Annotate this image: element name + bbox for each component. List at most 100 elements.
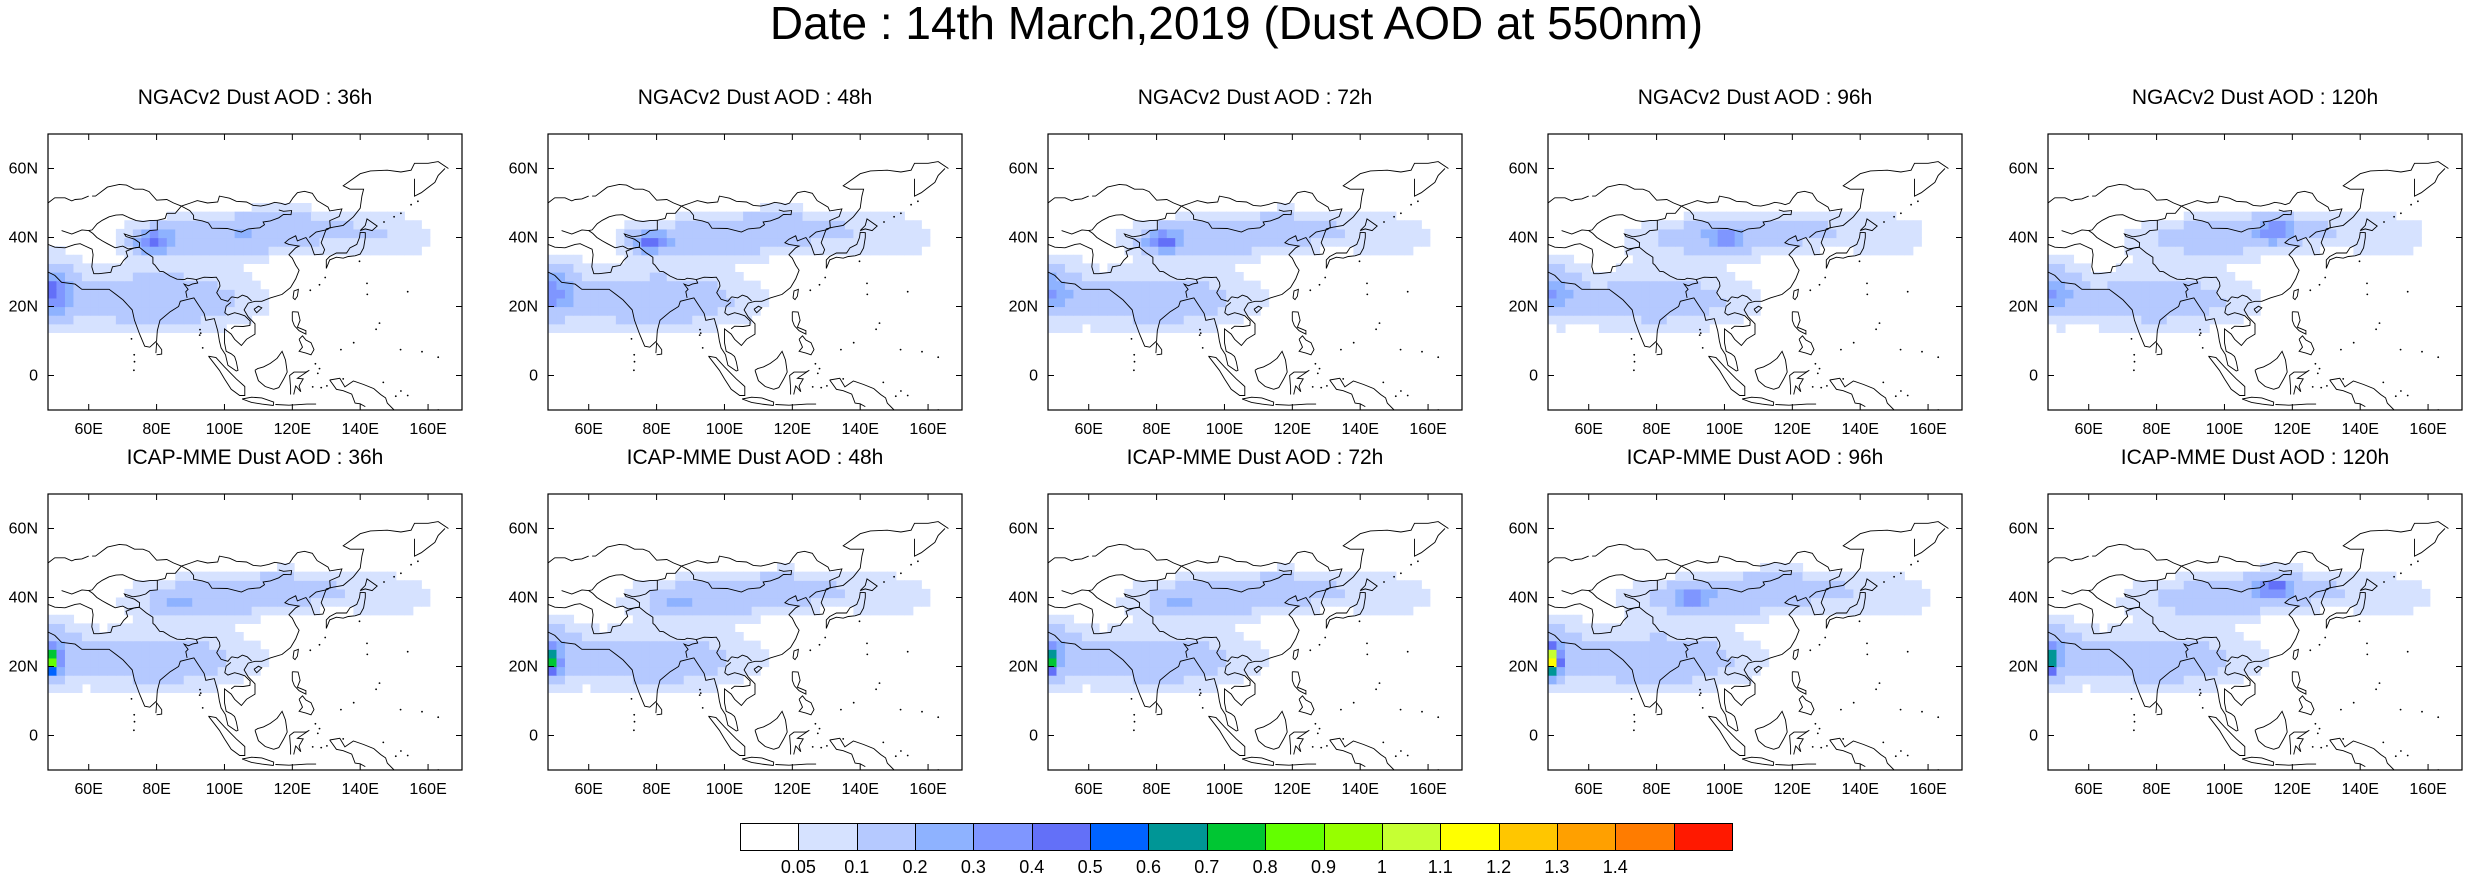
aod-cell <box>709 657 719 668</box>
aod-cell <box>1734 228 1744 239</box>
aod-cell <box>1217 297 1227 308</box>
aod-cell <box>344 211 355 221</box>
aod-cell <box>1064 315 1075 325</box>
aod-cell <box>1768 563 1778 573</box>
aod-cell <box>183 289 193 299</box>
aod-cell <box>2158 640 2168 650</box>
aod-cell <box>1234 597 1244 607</box>
aod-cell <box>1302 606 1312 616</box>
aod-cell <box>1658 666 1668 676</box>
aod-cell <box>726 306 736 316</box>
aod-cell <box>260 606 270 616</box>
aod-cell <box>1768 580 1778 590</box>
aod-cell <box>1904 228 1914 239</box>
aod-cell <box>1124 683 1134 693</box>
aod-cell <box>1149 237 1159 247</box>
aod-cell <box>1378 228 1388 239</box>
aod-cell <box>802 220 812 230</box>
aod-cell <box>1081 657 1092 668</box>
aod-cell <box>1632 228 1642 239</box>
aod-cell <box>1844 580 1855 590</box>
aod-cell <box>2251 297 2261 308</box>
aod-cell <box>1709 220 1719 230</box>
island <box>1465 710 1467 712</box>
aod-cell <box>64 315 75 325</box>
aod-cell <box>1166 675 1176 685</box>
coastline <box>2139 606 2199 658</box>
aod-cell <box>141 315 151 325</box>
y-tick-label: 0 <box>2029 368 2038 385</box>
aod-cell <box>1683 623 1693 633</box>
aod-cell <box>243 580 253 590</box>
aod-cell <box>2234 588 2244 599</box>
aod-cell <box>1675 237 1685 247</box>
aod-cell <box>1361 228 1371 239</box>
aod-cell <box>2294 588 2304 599</box>
aod-cell <box>760 606 770 616</box>
aod-cell <box>1573 280 1583 290</box>
aod-cell <box>632 657 642 668</box>
aod-cell <box>751 220 761 230</box>
aod-cell <box>319 211 329 221</box>
island <box>1201 707 1204 709</box>
aod-cell <box>1743 657 1753 668</box>
aod-cell <box>2141 580 2151 590</box>
aod-cell <box>2209 649 2219 659</box>
coastline <box>1859 578 1878 592</box>
island <box>699 688 701 691</box>
aod-cell <box>1598 675 1608 685</box>
island <box>1917 560 1919 563</box>
aod-cell <box>217 254 227 264</box>
aod-cell <box>1412 220 1422 230</box>
aod-cell <box>115 237 125 247</box>
aod-cell <box>251 289 261 299</box>
aod-cell <box>251 203 261 213</box>
aod-cell <box>2098 289 2108 299</box>
aod-cell <box>2217 315 2227 325</box>
aod-cell <box>1598 632 1608 642</box>
aod-cell <box>277 597 287 607</box>
aod-cell <box>1149 254 1159 264</box>
aod-cell <box>98 280 108 290</box>
aod-cell <box>1132 254 1142 264</box>
aod-cell <box>1726 675 1736 685</box>
aod-cell <box>217 597 227 607</box>
aod-cell <box>1649 246 1659 256</box>
island <box>437 716 440 719</box>
aod-cell <box>1692 263 1702 273</box>
aod-cell <box>598 657 608 668</box>
aod-cell <box>1175 614 1185 624</box>
coastline <box>1048 271 1123 300</box>
island <box>1201 347 1204 349</box>
island <box>917 560 919 563</box>
aod-cell <box>192 280 202 290</box>
aod-cell <box>1056 315 1066 325</box>
aod-cell <box>2115 323 2125 333</box>
island <box>2382 381 2385 384</box>
aod-cell <box>1743 675 1753 685</box>
island <box>2400 750 2402 752</box>
coastline <box>1181 565 1293 593</box>
aod-cell <box>1115 280 1125 290</box>
aod-cell <box>1226 315 1236 325</box>
coastline <box>1088 574 1158 592</box>
aod-cell <box>1183 306 1193 316</box>
aod-cell <box>1683 683 1693 693</box>
aod-cell <box>573 632 583 642</box>
island <box>2406 394 2409 397</box>
aod-cell <box>2183 254 2193 264</box>
aod-cell <box>98 649 108 659</box>
x-tick-label: 140E <box>1342 781 1379 798</box>
aod-cell <box>2234 246 2244 256</box>
aod-cell <box>700 263 710 273</box>
aod-cell <box>2226 614 2236 624</box>
aod-cell <box>777 580 787 590</box>
aod-cell <box>1243 597 1253 607</box>
aod-cell <box>378 606 388 616</box>
aod-cell <box>1675 588 1685 599</box>
aod-cell <box>2056 640 2066 650</box>
aod-cell <box>1878 580 1888 590</box>
aod-field <box>1048 563 1431 693</box>
aod-cell <box>692 306 702 316</box>
aod-cell <box>2387 220 2397 230</box>
